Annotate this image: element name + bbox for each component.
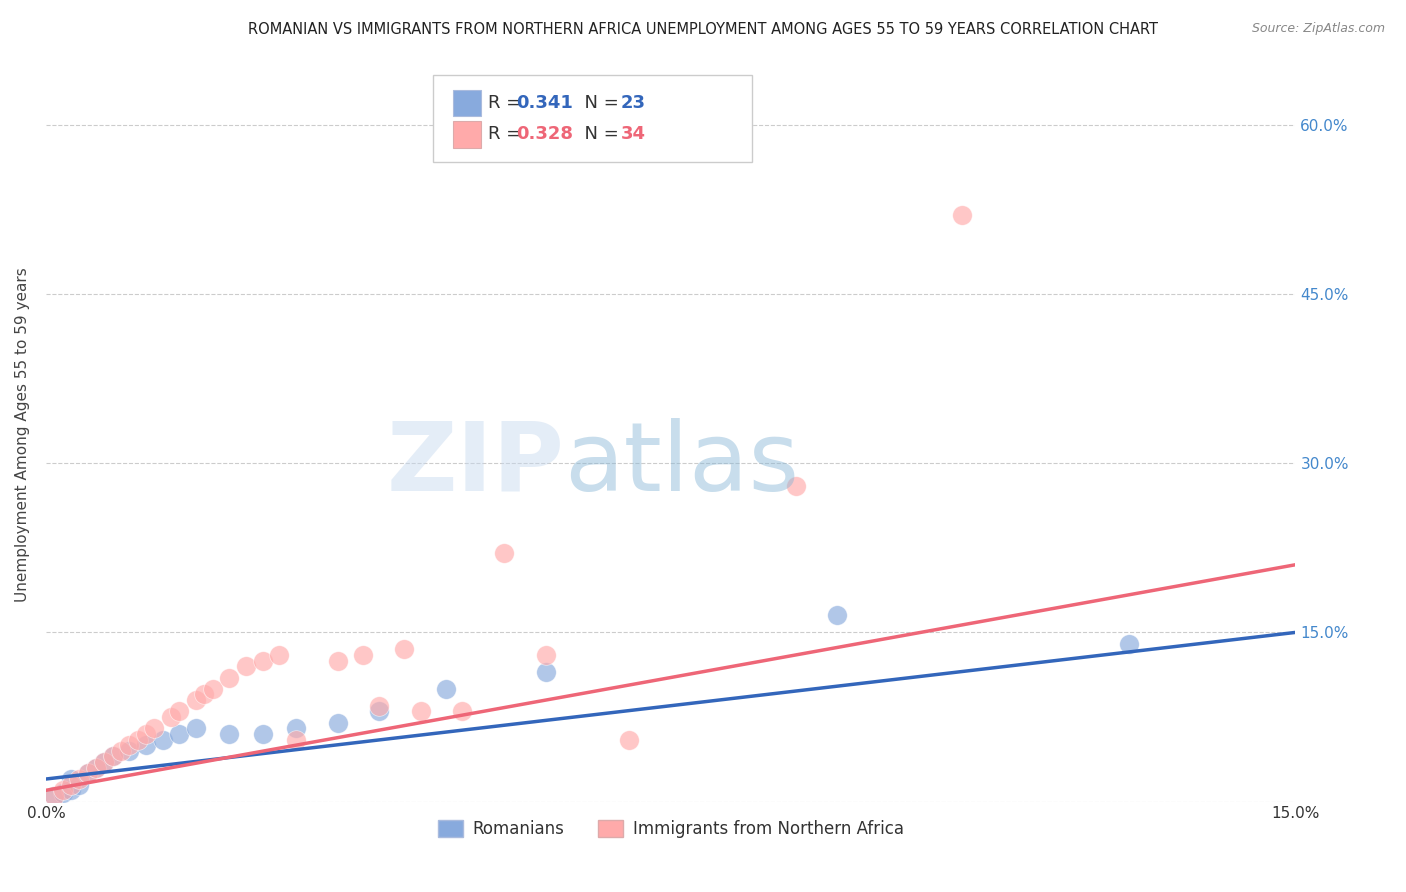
Y-axis label: Unemployment Among Ages 55 to 59 years: Unemployment Among Ages 55 to 59 years [15, 268, 30, 602]
Text: 0.341: 0.341 [516, 94, 572, 112]
Point [218, 727, 240, 741]
Point [269, 648, 291, 662]
Point [534, 648, 557, 662]
Text: 23: 23 [620, 94, 645, 112]
Point [827, 608, 849, 623]
Point [76, 766, 98, 780]
Point [135, 727, 157, 741]
Point [127, 732, 149, 747]
Point [235, 659, 257, 673]
Point [368, 704, 391, 718]
Point [451, 704, 474, 718]
Point [44, 789, 66, 803]
Point [52, 783, 75, 797]
Point [409, 704, 432, 718]
Point [534, 665, 557, 679]
Point [326, 715, 349, 730]
FancyBboxPatch shape [433, 75, 752, 161]
Point [160, 710, 183, 724]
Point [201, 681, 224, 696]
Point [434, 681, 457, 696]
Point [184, 721, 207, 735]
Point [59, 783, 82, 797]
Point [135, 738, 157, 752]
Text: atlas: atlas [565, 417, 800, 511]
Text: Source: ZipAtlas.com: Source: ZipAtlas.com [1251, 22, 1385, 36]
Point [52, 786, 75, 800]
Text: N =: N = [574, 94, 624, 112]
Point [368, 698, 391, 713]
Point [118, 744, 141, 758]
Point [110, 744, 132, 758]
FancyBboxPatch shape [453, 90, 481, 116]
Point [59, 772, 82, 786]
Point [167, 704, 190, 718]
Text: R =: R = [488, 94, 527, 112]
Point [950, 208, 973, 222]
Point [392, 642, 415, 657]
Point [284, 732, 307, 747]
Text: R =: R = [488, 126, 527, 144]
Point [184, 693, 207, 707]
Point [152, 732, 174, 747]
Point [193, 688, 215, 702]
Point [101, 749, 124, 764]
Point [44, 789, 66, 803]
Point [785, 479, 807, 493]
Point [67, 772, 90, 786]
Point [93, 755, 115, 769]
Point [118, 738, 141, 752]
Text: N =: N = [574, 126, 624, 144]
Text: ROMANIAN VS IMMIGRANTS FROM NORTHERN AFRICA UNEMPLOYMENT AMONG AGES 55 TO 59 YEA: ROMANIAN VS IMMIGRANTS FROM NORTHERN AFR… [247, 22, 1159, 37]
Point [218, 671, 240, 685]
Point [617, 732, 640, 747]
Legend: Romanians, Immigrants from Northern Africa: Romanians, Immigrants from Northern Afri… [432, 813, 911, 845]
Point [67, 778, 90, 792]
Text: 0.328: 0.328 [516, 126, 572, 144]
Point [76, 766, 98, 780]
Point [252, 727, 274, 741]
Point [93, 755, 115, 769]
FancyBboxPatch shape [453, 121, 481, 148]
Point [143, 721, 166, 735]
Point [84, 761, 107, 775]
Point [352, 648, 374, 662]
Point [252, 654, 274, 668]
Point [494, 546, 516, 560]
Point [284, 721, 307, 735]
Point [59, 778, 82, 792]
Point [84, 761, 107, 775]
Point [167, 727, 190, 741]
Text: ZIP: ZIP [387, 417, 565, 511]
Point [101, 749, 124, 764]
Point [1118, 637, 1140, 651]
Point [326, 654, 349, 668]
Text: 34: 34 [620, 126, 645, 144]
